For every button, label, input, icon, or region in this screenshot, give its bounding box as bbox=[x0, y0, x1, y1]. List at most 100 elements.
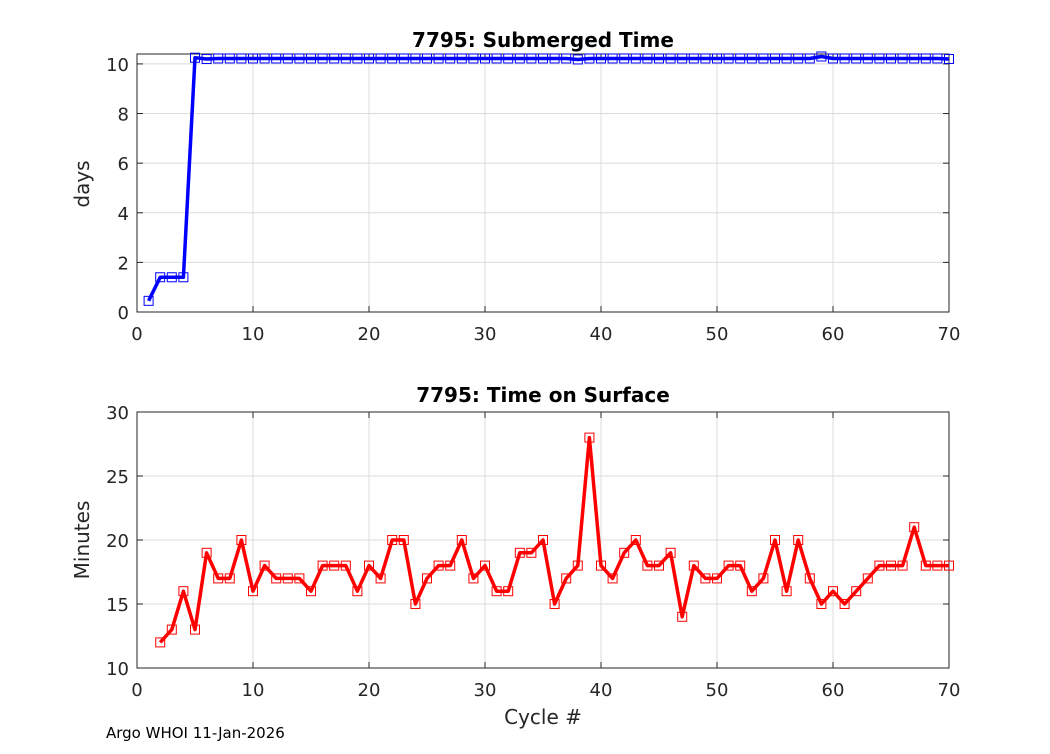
submerged-data-point bbox=[248, 53, 258, 64]
surface-data-point bbox=[259, 560, 270, 571]
surface-data-point bbox=[920, 560, 931, 571]
submerged-data-point bbox=[306, 53, 316, 64]
submerged-data-point bbox=[584, 53, 595, 64]
submerged-xtick-label: 20 bbox=[358, 324, 381, 345]
submerged-data-point bbox=[201, 53, 212, 64]
surface-data-point bbox=[944, 560, 954, 571]
submerged-series-line bbox=[147, 54, 950, 302]
submerged-xtick-label: 10 bbox=[242, 324, 265, 345]
submerged-data-point bbox=[758, 53, 769, 64]
surface-data-point bbox=[781, 586, 792, 597]
submerged-ytick-label: 0 bbox=[118, 303, 129, 324]
surface-data-point bbox=[665, 547, 676, 558]
surface-data-point bbox=[422, 573, 432, 584]
submerged-data-point bbox=[746, 53, 757, 64]
submerged-data-point bbox=[410, 53, 421, 64]
surface-data-point bbox=[445, 560, 456, 571]
surface-xtick-label: 10 bbox=[242, 680, 265, 701]
surface-data-point bbox=[271, 573, 282, 584]
submerged-data-point bbox=[456, 53, 467, 64]
surface-xtick-label: 20 bbox=[358, 680, 381, 701]
submerged-data-point bbox=[213, 53, 224, 64]
submerged-data-point bbox=[712, 53, 722, 64]
submerged-data-point bbox=[282, 53, 293, 64]
surface-data-point bbox=[607, 573, 618, 584]
surface-data-point bbox=[886, 560, 896, 571]
submerged-data-point bbox=[433, 53, 444, 64]
surface-data-point bbox=[352, 586, 363, 597]
surface-ytick-label: 20 bbox=[106, 531, 129, 552]
surface-data-point bbox=[190, 624, 200, 635]
surface-data-point bbox=[932, 560, 943, 571]
surface-ytick-label: 10 bbox=[106, 659, 129, 680]
surface-data-point bbox=[306, 586, 316, 597]
submerged-data-point bbox=[143, 295, 154, 306]
submerged-data-point bbox=[572, 54, 583, 65]
surface-data-point bbox=[909, 522, 920, 533]
submerged-data-point bbox=[619, 53, 630, 64]
submerged-xtick-label: 30 bbox=[474, 324, 497, 345]
surface-data-point bbox=[178, 586, 189, 597]
surface-data-point bbox=[155, 637, 166, 648]
submerged-data-point bbox=[329, 53, 340, 64]
surface-data-point bbox=[410, 599, 421, 609]
surface-data-point bbox=[282, 573, 293, 584]
surface-data-point bbox=[213, 573, 224, 584]
surface-data-point bbox=[712, 573, 722, 584]
surface-data-point bbox=[723, 560, 734, 571]
submerged-data-point bbox=[630, 53, 641, 64]
submerged-time-plot: 7795: Submerged Time days 0 10 20 30 40 50 60 7… bbox=[70, 28, 960, 345]
submerged-data-point bbox=[375, 53, 386, 64]
surface-data-point bbox=[561, 573, 572, 584]
submerged-data-point bbox=[538, 53, 548, 64]
submerged-data-point bbox=[514, 53, 525, 64]
submerged-data-point bbox=[793, 53, 804, 64]
submerged-data-point bbox=[874, 53, 885, 64]
surface-xtick-label: 50 bbox=[706, 680, 729, 701]
surface-data-point bbox=[630, 535, 641, 545]
submerged-data-point bbox=[886, 53, 896, 64]
submerged-data-point bbox=[781, 53, 792, 64]
submerged-data-point bbox=[596, 53, 606, 64]
surface-data-point bbox=[596, 560, 606, 571]
surface-time-title: 7795: Time on Surface bbox=[416, 383, 670, 407]
surface-data-point bbox=[248, 586, 258, 597]
surface-data-point bbox=[317, 560, 328, 571]
submerged-data-point bbox=[816, 51, 827, 62]
submerged-ytick-label: 10 bbox=[106, 55, 129, 76]
submerged-data-point bbox=[839, 53, 850, 64]
submerged-data-point bbox=[259, 53, 270, 64]
submerged-data-point bbox=[422, 53, 432, 64]
submerged-data-point bbox=[654, 53, 664, 64]
surface-data-point bbox=[897, 560, 908, 571]
surface-data-point bbox=[746, 586, 757, 597]
submerged-data-point bbox=[155, 272, 166, 283]
submerged-data-point bbox=[828, 53, 838, 64]
submerged-data-point bbox=[897, 53, 908, 64]
submerged-data-point bbox=[549, 53, 560, 64]
surface-data-point bbox=[340, 560, 351, 571]
surface-data-point bbox=[642, 560, 653, 571]
surface-xtick-label: 60 bbox=[822, 680, 845, 701]
surface-data-point bbox=[735, 560, 746, 571]
submerged-data-point bbox=[468, 53, 479, 64]
submerged-data-point bbox=[526, 53, 537, 64]
surface-data-point bbox=[572, 560, 583, 571]
submerged-xtick-label: 0 bbox=[131, 324, 142, 345]
submerged-data-point bbox=[224, 53, 235, 64]
submerged-data-point bbox=[862, 53, 873, 64]
surface-xtick-label: 30 bbox=[474, 680, 497, 701]
surface-data-point bbox=[433, 560, 444, 571]
surface-data-point bbox=[874, 560, 885, 571]
surface-ytick-label: 15 bbox=[106, 595, 129, 616]
surface-data-point bbox=[224, 573, 235, 584]
surface-data-point bbox=[503, 586, 514, 597]
submerged-data-point bbox=[317, 53, 328, 64]
surface-data-point bbox=[839, 599, 850, 609]
surface-data-point bbox=[677, 611, 688, 622]
surface-data-point bbox=[526, 547, 537, 558]
submerged-data-point bbox=[271, 53, 282, 64]
surface-data-point bbox=[201, 547, 212, 558]
